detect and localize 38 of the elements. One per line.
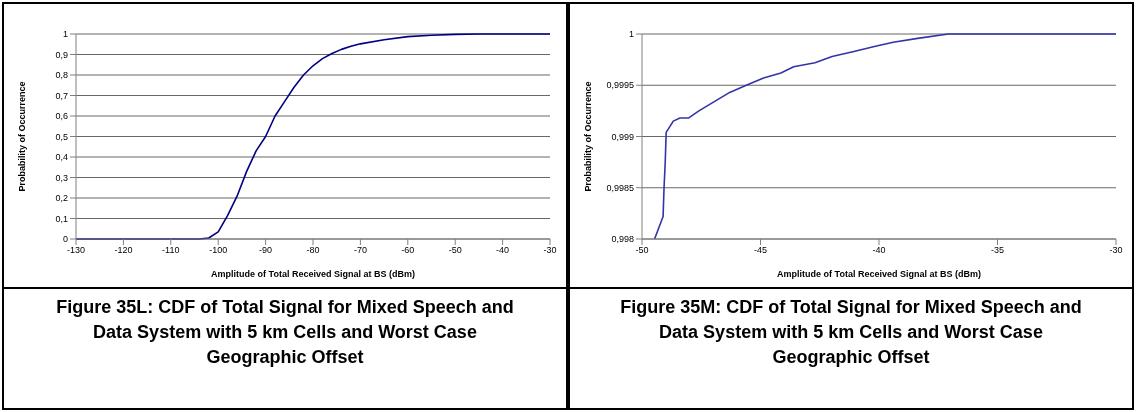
x-tick-label: -40 bbox=[496, 245, 510, 256]
y-tick-label: 0,4 bbox=[55, 152, 68, 163]
x-tick-label: -90 bbox=[259, 245, 273, 256]
y-tick-label: 0,6 bbox=[55, 111, 68, 122]
y-axis-title: Probability of Occurrence bbox=[583, 81, 594, 192]
x-axis-title: Amplitude of Total Received Signal at BS (dBm) bbox=[777, 269, 981, 279]
y-tick-label: 0,8 bbox=[55, 70, 68, 81]
x-tick-label: -60 bbox=[401, 245, 415, 256]
y-tick-label: 0,7 bbox=[55, 90, 68, 101]
y-tick-label: 0,998 bbox=[611, 234, 634, 245]
y-tick-label: 0,3 bbox=[55, 172, 68, 183]
x-tick-label: -45 bbox=[753, 245, 768, 256]
y-tick-label: 0,2 bbox=[55, 193, 68, 204]
x-axis-title: Amplitude of Total Received Signal at BS (dBm) bbox=[211, 269, 415, 279]
y-tick-label: 0,9 bbox=[55, 49, 68, 60]
y-tick-label: 0,9995 bbox=[606, 80, 634, 91]
x-tick-label: -30 bbox=[543, 245, 557, 256]
text: Figure 35L: CDF of Total Signal for Mixed Speech and Data System with 5 km Cells and Worst Case Geographic Offset bbox=[4, 287, 566, 376]
x-tick-label: -70 bbox=[353, 245, 367, 256]
y-tick-label: 0,999 bbox=[611, 131, 634, 142]
x-tick-label: -30 bbox=[1109, 245, 1123, 256]
x-tick-label: -50 bbox=[448, 245, 462, 256]
y-tick-label: 0 bbox=[62, 234, 68, 245]
y-tick-label: 0,9985 bbox=[606, 182, 634, 193]
text: Figure 35M: CDF of Total Signal for Mixed Speech and Data System with 5 km Cells and Worst Case Geographic Offset bbox=[570, 287, 1132, 376]
y-tick-label: 0,1 bbox=[55, 213, 68, 224]
x-tick-label: -80 bbox=[306, 245, 320, 256]
x-tick-label: -40 bbox=[872, 245, 886, 256]
y-tick-label: 0,5 bbox=[55, 131, 68, 142]
y-tick-label: 1 bbox=[62, 29, 68, 40]
x-tick-label: -50 bbox=[635, 245, 649, 256]
y-axis-title: Probability of Occurrence bbox=[17, 81, 28, 192]
x-tick-label: -120 bbox=[114, 245, 133, 256]
x-tick-label: -100 bbox=[209, 245, 228, 256]
y-tick-label: 1 bbox=[628, 29, 634, 40]
x-tick-label: -35 bbox=[990, 245, 1005, 256]
x-tick-label: -130 bbox=[66, 245, 86, 256]
x-tick-label: -110 bbox=[162, 245, 180, 256]
